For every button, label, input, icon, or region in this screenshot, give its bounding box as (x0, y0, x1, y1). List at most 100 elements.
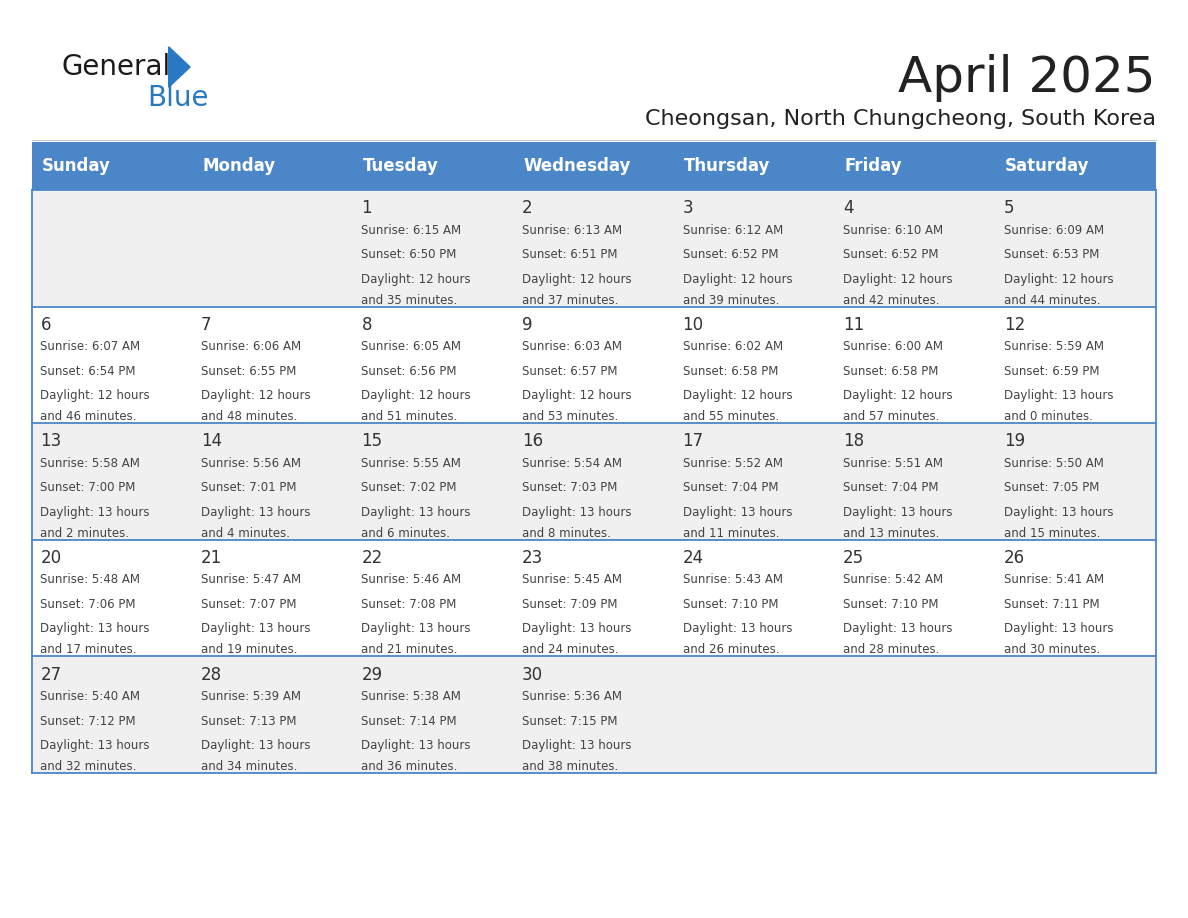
Text: and 46 minutes.: and 46 minutes. (40, 410, 137, 423)
Text: Daylight: 12 hours: Daylight: 12 hours (361, 273, 472, 285)
Text: Daylight: 12 hours: Daylight: 12 hours (201, 389, 310, 402)
Text: Sunset: 7:05 PM: Sunset: 7:05 PM (1004, 481, 1099, 495)
Text: Daylight: 12 hours: Daylight: 12 hours (522, 389, 632, 402)
Text: Sunset: 6:57 PM: Sunset: 6:57 PM (522, 364, 618, 378)
Text: and 28 minutes.: and 28 minutes. (843, 644, 940, 656)
Text: 27: 27 (40, 666, 62, 684)
Text: Sunset: 7:06 PM: Sunset: 7:06 PM (40, 598, 135, 611)
Text: Sunrise: 5:58 AM: Sunrise: 5:58 AM (40, 457, 140, 470)
Text: Sunrise: 6:09 AM: Sunrise: 6:09 AM (1004, 224, 1104, 237)
Text: Daylight: 13 hours: Daylight: 13 hours (361, 739, 470, 752)
Text: 5: 5 (1004, 199, 1015, 218)
Text: Sunset: 6:52 PM: Sunset: 6:52 PM (843, 248, 939, 262)
Polygon shape (169, 47, 190, 87)
Text: Sunrise: 5:51 AM: Sunrise: 5:51 AM (843, 457, 943, 470)
Text: Sunday: Sunday (42, 157, 110, 175)
Text: Sunset: 6:58 PM: Sunset: 6:58 PM (843, 364, 939, 378)
Text: Sunset: 7:08 PM: Sunset: 7:08 PM (361, 598, 457, 611)
Text: Sunrise: 5:36 AM: Sunrise: 5:36 AM (522, 690, 623, 703)
Text: Sunset: 6:52 PM: Sunset: 6:52 PM (683, 248, 778, 262)
Text: Sunrise: 5:59 AM: Sunrise: 5:59 AM (1004, 341, 1104, 353)
FancyBboxPatch shape (32, 142, 1156, 190)
Text: 23: 23 (522, 549, 543, 567)
Text: Sunset: 7:11 PM: Sunset: 7:11 PM (1004, 598, 1099, 611)
Text: Daylight: 12 hours: Daylight: 12 hours (1004, 273, 1113, 285)
Text: and 34 minutes.: and 34 minutes. (201, 760, 297, 773)
Text: 30: 30 (522, 666, 543, 684)
Text: General: General (62, 53, 171, 81)
Text: Daylight: 13 hours: Daylight: 13 hours (201, 739, 310, 752)
Text: Sunrise: 6:15 AM: Sunrise: 6:15 AM (361, 224, 462, 237)
Text: and 8 minutes.: and 8 minutes. (522, 527, 611, 540)
Text: Daylight: 13 hours: Daylight: 13 hours (843, 506, 953, 519)
Text: Sunset: 7:12 PM: Sunset: 7:12 PM (40, 714, 135, 728)
Text: Friday: Friday (845, 157, 902, 175)
Text: Sunset: 6:59 PM: Sunset: 6:59 PM (1004, 364, 1099, 378)
Text: 29: 29 (361, 666, 383, 684)
Text: 8: 8 (361, 316, 372, 334)
Text: Daylight: 13 hours: Daylight: 13 hours (522, 622, 632, 635)
Text: and 6 minutes.: and 6 minutes. (361, 527, 450, 540)
Text: Sunrise: 5:46 AM: Sunrise: 5:46 AM (361, 574, 462, 587)
Text: Sunrise: 5:45 AM: Sunrise: 5:45 AM (522, 574, 623, 587)
Text: Sunrise: 5:39 AM: Sunrise: 5:39 AM (201, 690, 301, 703)
Text: 9: 9 (522, 316, 532, 334)
Text: 21: 21 (201, 549, 222, 567)
Text: and 42 minutes.: and 42 minutes. (843, 294, 940, 307)
Text: Sunset: 7:13 PM: Sunset: 7:13 PM (201, 714, 297, 728)
Text: and 30 minutes.: and 30 minutes. (1004, 644, 1100, 656)
Text: Monday: Monday (202, 157, 276, 175)
Text: 3: 3 (683, 199, 694, 218)
Text: Saturday: Saturday (1005, 157, 1089, 175)
Text: 12: 12 (1004, 316, 1025, 334)
Text: Sunset: 6:53 PM: Sunset: 6:53 PM (1004, 248, 1099, 262)
Text: and 26 minutes.: and 26 minutes. (683, 644, 779, 656)
Text: Daylight: 13 hours: Daylight: 13 hours (522, 739, 632, 752)
Text: Sunrise: 5:52 AM: Sunrise: 5:52 AM (683, 457, 783, 470)
Text: Sunset: 7:14 PM: Sunset: 7:14 PM (361, 714, 457, 728)
Text: Sunrise: 5:43 AM: Sunrise: 5:43 AM (683, 574, 783, 587)
Text: 17: 17 (683, 432, 703, 451)
Text: 15: 15 (361, 432, 383, 451)
Text: 24: 24 (683, 549, 703, 567)
Bar (32, 540, 1156, 656)
Text: 11: 11 (843, 316, 865, 334)
Text: Daylight: 13 hours: Daylight: 13 hours (1004, 506, 1113, 519)
Text: Daylight: 13 hours: Daylight: 13 hours (843, 622, 953, 635)
Text: Sunrise: 6:00 AM: Sunrise: 6:00 AM (843, 341, 943, 353)
Text: and 37 minutes.: and 37 minutes. (522, 294, 619, 307)
Text: Sunrise: 6:03 AM: Sunrise: 6:03 AM (522, 341, 623, 353)
Text: Sunset: 7:00 PM: Sunset: 7:00 PM (40, 481, 135, 495)
Bar (32, 307, 1156, 423)
Text: April 2025: April 2025 (898, 54, 1156, 102)
Text: and 53 minutes.: and 53 minutes. (522, 410, 618, 423)
Text: 14: 14 (201, 432, 222, 451)
Text: and 39 minutes.: and 39 minutes. (683, 294, 779, 307)
Text: and 4 minutes.: and 4 minutes. (201, 527, 290, 540)
Text: Sunset: 7:03 PM: Sunset: 7:03 PM (522, 481, 618, 495)
Text: and 36 minutes.: and 36 minutes. (361, 760, 457, 773)
Text: Sunrise: 5:50 AM: Sunrise: 5:50 AM (1004, 457, 1104, 470)
Text: and 21 minutes.: and 21 minutes. (361, 644, 459, 656)
Text: and 0 minutes.: and 0 minutes. (1004, 410, 1093, 423)
Text: Daylight: 13 hours: Daylight: 13 hours (40, 739, 150, 752)
Text: and 57 minutes.: and 57 minutes. (843, 410, 940, 423)
Text: and 11 minutes.: and 11 minutes. (683, 527, 779, 540)
Text: Daylight: 13 hours: Daylight: 13 hours (522, 506, 632, 519)
Text: Sunrise: 6:02 AM: Sunrise: 6:02 AM (683, 341, 783, 353)
Text: Daylight: 12 hours: Daylight: 12 hours (683, 389, 792, 402)
Text: and 48 minutes.: and 48 minutes. (201, 410, 297, 423)
Text: and 17 minutes.: and 17 minutes. (40, 644, 137, 656)
Text: Sunset: 6:51 PM: Sunset: 6:51 PM (522, 248, 618, 262)
Text: Sunrise: 5:41 AM: Sunrise: 5:41 AM (1004, 574, 1104, 587)
Text: Sunrise: 6:05 AM: Sunrise: 6:05 AM (361, 341, 461, 353)
Text: 13: 13 (40, 432, 62, 451)
Text: and 32 minutes.: and 32 minutes. (40, 760, 137, 773)
Text: Daylight: 13 hours: Daylight: 13 hours (40, 622, 150, 635)
Text: Daylight: 12 hours: Daylight: 12 hours (361, 389, 472, 402)
Text: and 19 minutes.: and 19 minutes. (201, 644, 297, 656)
Text: Sunset: 7:04 PM: Sunset: 7:04 PM (683, 481, 778, 495)
Text: Daylight: 13 hours: Daylight: 13 hours (40, 506, 150, 519)
Text: and 13 minutes.: and 13 minutes. (843, 527, 940, 540)
Text: and 15 minutes.: and 15 minutes. (1004, 527, 1100, 540)
